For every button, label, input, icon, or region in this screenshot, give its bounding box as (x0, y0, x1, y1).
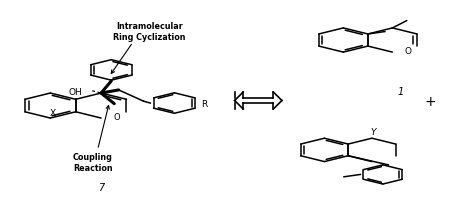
Text: +: + (425, 94, 437, 108)
Text: Coupling
Reaction: Coupling Reaction (73, 153, 113, 172)
Text: R: R (201, 99, 207, 108)
Text: Intramolecular
Ring Cyclization: Intramolecular Ring Cyclization (113, 22, 186, 41)
Text: X: X (50, 108, 56, 117)
Text: OH: OH (69, 88, 82, 97)
Text: 7: 7 (98, 182, 104, 192)
Text: O: O (404, 47, 411, 56)
Text: O: O (114, 112, 120, 121)
Text: 1: 1 (398, 87, 404, 97)
Text: Y: Y (371, 128, 376, 137)
